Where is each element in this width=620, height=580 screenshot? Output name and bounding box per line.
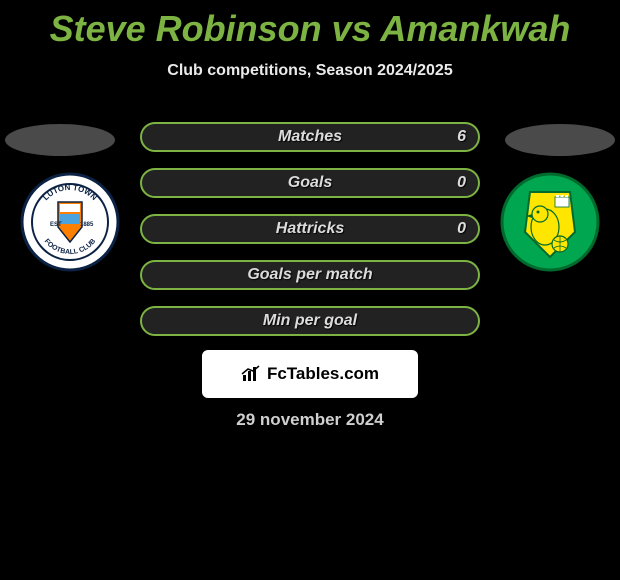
svg-text:EST: EST — [50, 222, 62, 228]
stat-row-goals: Goals 0 — [140, 168, 480, 198]
luton-town-badge-icon: LUTON TOWN FOOTBALL CLUB EST 1885 — [20, 172, 120, 272]
shadow-ellipse-right — [505, 124, 615, 156]
bar-chart-icon — [241, 365, 263, 383]
stat-value-right: 0 — [457, 174, 466, 192]
stats-container: Matches 6 Goals 0 Hattricks 0 Goals per … — [140, 122, 480, 352]
date-text: 29 november 2024 — [236, 410, 383, 430]
stat-label: Goals — [288, 174, 332, 192]
stat-row-hattricks: Hattricks 0 — [140, 214, 480, 244]
fctables-attribution: FcTables.com — [202, 350, 418, 398]
stat-label: Hattricks — [276, 220, 344, 238]
stat-label: Min per goal — [263, 312, 357, 330]
fctables-logo: FcTables.com — [241, 364, 379, 384]
page-title: Steve Robinson vs Amankwah — [0, 0, 620, 50]
club-badge-left: LUTON TOWN FOOTBALL CLUB EST 1885 — [20, 172, 120, 272]
stat-row-matches: Matches 6 — [140, 122, 480, 152]
svg-text:1885: 1885 — [80, 222, 94, 228]
stat-label: Goals per match — [247, 266, 372, 284]
stat-row-goals-per-match: Goals per match — [140, 260, 480, 290]
club-badge-right — [500, 172, 600, 272]
page-subtitle: Club competitions, Season 2024/2025 — [0, 62, 620, 80]
fctables-text: FcTables.com — [267, 364, 379, 384]
norwich-city-badge-icon — [500, 172, 600, 272]
stat-row-min-per-goal: Min per goal — [140, 306, 480, 336]
stat-value-right: 0 — [457, 220, 466, 238]
stat-value-right: 6 — [457, 128, 466, 146]
stat-label: Matches — [278, 128, 342, 146]
shadow-ellipse-left — [5, 124, 115, 156]
